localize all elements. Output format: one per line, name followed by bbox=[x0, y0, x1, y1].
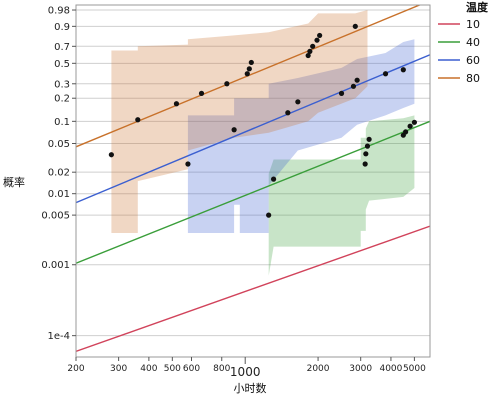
legend-label-10: 10 bbox=[466, 18, 480, 31]
data-point-80 bbox=[310, 43, 316, 49]
data-point-40 bbox=[363, 151, 369, 157]
data-point-60 bbox=[382, 71, 389, 77]
data-point-60 bbox=[295, 99, 301, 105]
y-tick-label: 0.3 bbox=[54, 79, 70, 90]
legend-label-40: 40 bbox=[466, 36, 480, 49]
y-tick-label: 0.01 bbox=[48, 189, 70, 200]
y-tick-label: 0.98 bbox=[48, 6, 70, 17]
x-tick-label: 1000 bbox=[230, 365, 261, 379]
data-point-40 bbox=[366, 136, 372, 142]
y-tick-label: 0.05 bbox=[48, 139, 70, 150]
x-axis-ticks: 200 300 400 500 600 800 1000 2000 3000 4000 5000 bbox=[67, 357, 426, 379]
data-point-60 bbox=[350, 83, 357, 89]
data-point-60 bbox=[285, 110, 291, 116]
y-tick-label: 0.1 bbox=[54, 117, 70, 128]
x-tick-label: 800 bbox=[213, 364, 230, 374]
data-point-80 bbox=[173, 101, 180, 107]
y-axis-title: 概率 bbox=[3, 175, 25, 189]
x-tick-label: 2000 bbox=[307, 364, 330, 374]
y-tick-label: 1e-4 bbox=[48, 331, 71, 342]
y-axis-ticks: 0.98 0.9 0.7 0.5 0.3 0.2 0.1 0.05 0.02 0.01 0.005 0… bbox=[41, 6, 76, 342]
data-point-40 bbox=[270, 176, 277, 182]
x-tick-label: 4000 bbox=[379, 364, 402, 374]
y-tick-label: 0.7 bbox=[54, 42, 70, 53]
band-60 bbox=[187, 39, 415, 233]
data-point-80 bbox=[244, 71, 250, 77]
data-point-60 bbox=[400, 67, 406, 73]
y-tick-label: 0.005 bbox=[41, 211, 70, 222]
data-point-80 bbox=[352, 23, 358, 29]
fit-line-80 bbox=[76, 5, 422, 148]
legend: 温度 10 40 60 80 bbox=[438, 0, 489, 85]
data-point-40 bbox=[411, 119, 417, 125]
fit-lines bbox=[76, 5, 430, 353]
legend-title: 温度 bbox=[466, 0, 489, 14]
band-40 bbox=[268, 115, 415, 276]
y-tick-label: 0.9 bbox=[54, 22, 70, 33]
data-point-40 bbox=[362, 161, 368, 167]
data-point-40 bbox=[266, 212, 272, 218]
y-tick-label: 0.001 bbox=[41, 260, 70, 271]
data-point-60 bbox=[338, 90, 345, 96]
data-point-40 bbox=[364, 143, 371, 149]
data-point-80 bbox=[246, 66, 252, 72]
y-tick-label: 0.5 bbox=[54, 59, 70, 70]
data-point-80 bbox=[317, 32, 323, 39]
data-point-40 bbox=[403, 129, 409, 135]
data-point-80 bbox=[248, 59, 254, 66]
x-tick-label: 400 bbox=[140, 364, 157, 374]
data-point-80 bbox=[198, 90, 205, 96]
fit-line-10 bbox=[76, 225, 430, 353]
x-tick-label: 5000 bbox=[403, 364, 426, 374]
x-tick-label: 200 bbox=[67, 364, 84, 374]
grid-lines bbox=[76, 9, 430, 337]
x-axis-title: 小时数 bbox=[234, 382, 267, 395]
confidence-bands bbox=[111, 10, 415, 276]
data-point-80 bbox=[224, 81, 230, 87]
fit-line-40 bbox=[76, 120, 430, 264]
data-point-80 bbox=[314, 37, 320, 43]
fit-line-60 bbox=[76, 54, 430, 204]
x-tick-label: 300 bbox=[110, 364, 127, 374]
data-point-40 bbox=[407, 123, 413, 129]
x-tick-label: 3000 bbox=[349, 364, 372, 374]
x-tick-label: 500 bbox=[164, 364, 181, 374]
plot-frame bbox=[75, 4, 431, 358]
y-tick-label: 0.2 bbox=[54, 94, 70, 105]
legend-label-80: 80 bbox=[466, 72, 480, 85]
data-point-80 bbox=[307, 48, 313, 54]
legend-label-60: 60 bbox=[466, 54, 480, 67]
x-tick-label: 600 bbox=[183, 364, 200, 374]
data-point-60 bbox=[354, 77, 360, 83]
data-point-80 bbox=[135, 117, 141, 123]
data-point-80 bbox=[108, 152, 114, 158]
data-point-80 bbox=[305, 52, 311, 59]
data-point-60 bbox=[185, 161, 191, 167]
y-tick-label: 0.02 bbox=[48, 168, 70, 179]
data-point-60 bbox=[231, 127, 237, 133]
band-80 bbox=[111, 10, 368, 233]
data-points bbox=[108, 23, 417, 218]
